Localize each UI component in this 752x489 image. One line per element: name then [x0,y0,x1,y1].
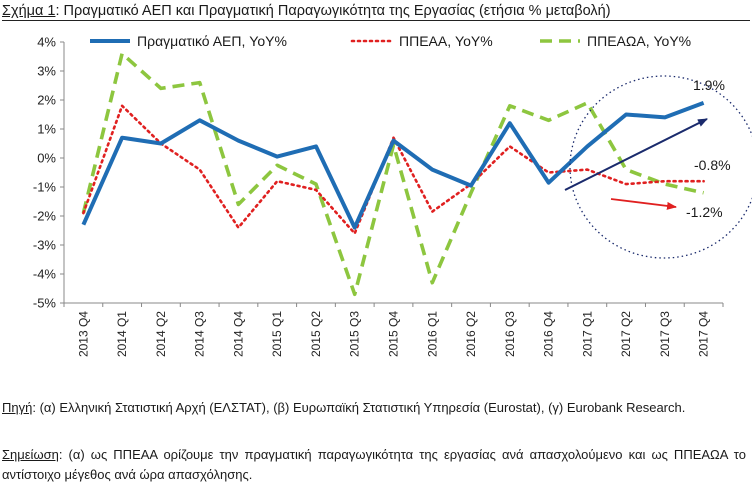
x-tick-label: 2017 Q3 [658,311,672,357]
annotations: 1.9% -0.8% -1.2% [564,75,752,259]
y-tick-label: 4% [37,35,56,50]
y-tick-label: -3% [33,238,57,253]
x-axis: 2013 Q4 2014 Q1 2014 Q2 2014 Q3 2014 Q4 2015 … [63,302,724,357]
x-tick-label: 2013 Q4 [76,311,90,357]
y-tick-label: 3% [37,64,56,79]
annotation-gdp: 1.9% [693,77,725,93]
x-tick-label: 2015 Q2 [309,311,323,357]
x-tick-label: 2017 Q2 [619,311,633,357]
remark-label: Σημείωση [2,447,59,462]
down-trend-arrow [610,198,677,210]
x-tick-label: 2015 Q4 [387,311,401,357]
legend-label-2: ΠΠΕΑΩΑ, YoY% [587,33,691,49]
y-tick-label: -5% [33,296,57,311]
up-trend-arrow [564,118,708,191]
x-tick-label: 2016 Q3 [503,311,517,357]
source-label: Πηγή [2,400,33,415]
y-tick-label: 0% [37,151,56,166]
x-tick-label: 2015 Q3 [348,311,362,357]
figure-title-label: Σχήμα 1 [2,3,56,19]
legend-label-1: ΠΠΕΑΑ, YoY% [399,33,493,49]
series-lines [81,51,705,297]
figure-title: Σχήμα 1: Πραγματικό ΑΕΠ και Πραγματική Π… [2,2,750,21]
y-tick-label: -4% [33,267,57,282]
remark-text: : (α) ως ΠΠΕΑΑ ορίζουμε την πραγματική π… [2,447,746,482]
y-tick-label: -1% [33,180,57,195]
x-tick-label: 2016 Q2 [464,311,478,357]
series-line-0 [81,101,705,230]
y-tick-label: 1% [37,122,56,137]
source-note: Πηγή: (α) Ελληνική Στατιστική Αρχή (ΕΛΣΤ… [2,398,746,418]
legend: Πραγματικό ΑΕΠ, YoY% ΠΠΕΑΑ, YoY% ΠΠΕΑΩΑ, Y… [90,33,691,49]
line-chart: -5% -4% -3% -2% -1% 0% 1% 2% 3% 4% 2013 Q4 2014 Q1… [33,33,752,357]
series-line-1 [82,104,705,235]
x-tick-label: 2017 Q1 [580,311,594,357]
legend-label-0: Πραγματικό ΑΕΠ, YoY% [137,33,287,49]
x-tick-label: 2016 Q1 [425,311,439,357]
highlight-ellipse [569,75,752,259]
figure-title-text: : Πραγματικό ΑΕΠ και Πραγματική Παραγωγι… [55,3,611,19]
y-tick-label: -2% [33,209,57,224]
y-axis: -5% -4% -3% -2% -1% 0% 1% 2% 3% 4% [33,35,65,311]
annotation-ppeaoa: -1.2% [686,204,723,220]
x-tick-label: 2014 Q3 [193,311,207,357]
source-text: : (α) Ελληνική Στατιστική Αρχή (ΕΛΣΤΑΤ),… [32,400,686,415]
x-tick-label: 2014 Q2 [154,311,168,357]
x-tick-label: 2017 Q4 [697,311,711,357]
x-tick-label: 2014 Q4 [231,311,245,357]
annotation-ppeaa: -0.8% [694,157,731,173]
x-tick-label: 2015 Q1 [270,311,284,357]
x-tick-label: 2016 Q4 [542,311,556,357]
remark-note: Σημείωση: (α) ως ΠΠΕΑΑ ορίζουμε την πραγ… [2,445,746,485]
x-tick-label: 2014 Q1 [115,311,129,357]
series-line-2 [81,51,704,297]
y-tick-label: 2% [37,93,56,108]
